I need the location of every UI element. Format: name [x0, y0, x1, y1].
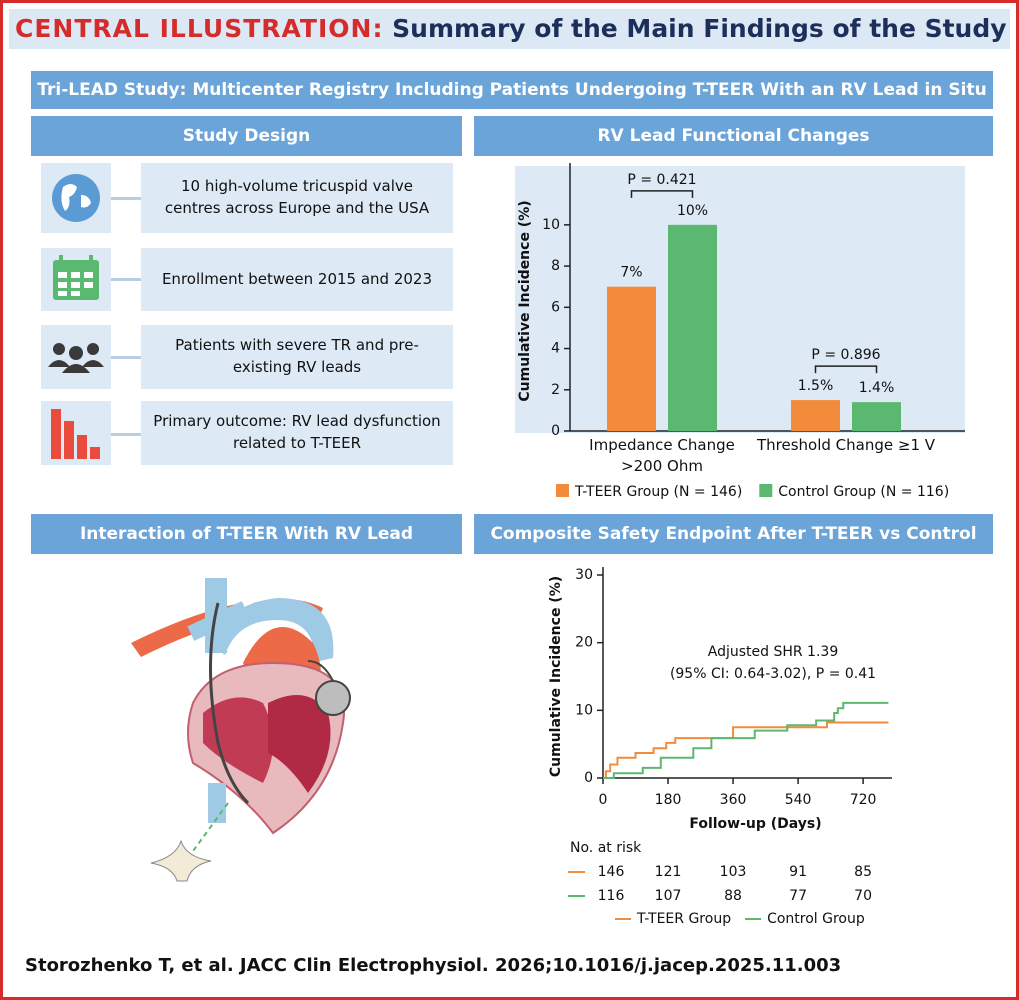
legend-label: T-TEER Group — [636, 911, 731, 927]
y-tick-label: 20 — [575, 635, 593, 651]
y-tick-label: 10 — [575, 702, 593, 718]
risk-number: 116 — [598, 888, 625, 904]
y-tick-label: 30 — [575, 567, 593, 583]
header-title: Summary of the Main Findings of the Stud… — [392, 14, 1007, 43]
x-tick-label: Impedance Change >200 Ohm — [589, 436, 735, 475]
legend-label: T-TEER Group (N = 146) — [574, 484, 742, 500]
design-item: Enrollment between 2015 and 2023 — [141, 248, 453, 311]
design-item: Patients with severe TR and pre-existing… — [141, 325, 453, 389]
bars-icon — [51, 409, 100, 459]
bar — [852, 402, 901, 431]
survival-line — [603, 701, 889, 779]
risk-number: 103 — [720, 864, 747, 880]
risk-number: 146 — [598, 864, 625, 880]
charts: 0 2 4 6 8 10 Cumulative Incidence (%) 7% 10% P = … — [515, 163, 965, 927]
x-tick-label: 720 — [850, 792, 877, 808]
section-header: Interaction of T-TEER With RV Lead — [31, 514, 462, 554]
x-tick-label: 360 — [720, 792, 747, 808]
citation: Storozhenko T, et al. JACC Clin Electrop… — [25, 955, 842, 976]
risk-number: 107 — [655, 888, 682, 904]
calendar-icon — [53, 255, 99, 300]
section-header: Composite Safety Endpoint After T-TEER v… — [474, 514, 993, 554]
connector — [111, 356, 141, 359]
risk-number: 88 — [724, 888, 742, 904]
y-tick-label: 8 — [551, 258, 560, 274]
header-label: CENTRAL ILLUSTRATION: — [15, 14, 384, 43]
x-tick-label: 180 — [655, 792, 682, 808]
y-axis-label: Cumulative Incidence (%) — [548, 576, 564, 777]
icon-box — [41, 325, 111, 389]
data-label: 10% — [677, 203, 708, 219]
data-label: 1.5% — [798, 378, 834, 394]
y-axis-label: Cumulative Incidence (%) — [517, 200, 533, 401]
bar — [668, 224, 717, 431]
y-tick-label: 10 — [542, 217, 560, 233]
icon-box — [41, 401, 111, 465]
risk-number: 77 — [789, 888, 807, 904]
x-axis-label: Follow-up (Days) — [689, 816, 821, 832]
section-header: Study Design — [31, 116, 462, 156]
legend-swatch — [556, 484, 569, 497]
survival-line — [603, 721, 889, 779]
legend-swatch — [759, 484, 773, 497]
x-tick-label: 540 — [785, 792, 812, 808]
design-item: 10 high-volume tricuspid valve centres a… — [141, 163, 453, 233]
connector — [111, 278, 141, 281]
globe-icon — [52, 174, 100, 222]
annotation: (95% CI: 0.64-3.02), P = 0.41 — [670, 666, 876, 682]
connector — [111, 197, 141, 200]
y-tick-label: 4 — [551, 341, 560, 357]
bar — [607, 286, 656, 431]
icon-box — [41, 248, 111, 311]
risk-number: 91 — [789, 864, 807, 880]
y-tick-label: 2 — [551, 382, 560, 398]
people-icon — [48, 343, 104, 373]
y-tick-label: 0 — [551, 423, 560, 439]
plot-background — [515, 166, 965, 433]
legend-label: Control Group — [767, 911, 865, 927]
risk-number: 121 — [655, 864, 682, 880]
significance-bracket — [630, 190, 694, 198]
risk-number: 85 — [854, 864, 872, 880]
bar — [791, 400, 840, 431]
significance-bracket — [814, 365, 878, 374]
x-tick-label: 0 — [599, 792, 608, 808]
risk-number: 70 — [854, 888, 872, 904]
icon-box — [41, 163, 111, 233]
section-header: RV Lead Functional Changes — [474, 116, 993, 156]
legend-label: Control Group (N = 116) — [778, 484, 949, 500]
risk-table-title: No. at risk — [570, 840, 642, 856]
data-label: 1.4% — [859, 380, 895, 396]
x-tick-label: Threshold Change ≥1 V — [756, 436, 936, 454]
y-tick-label: 0 — [584, 770, 593, 786]
study-title: Tri-LEAD Study: Multicenter Registry Inc… — [31, 71, 993, 109]
connector — [111, 433, 141, 436]
data-label: 7% — [620, 265, 642, 281]
design-item: Primary outcome: RV lead dysfunction rel… — [141, 401, 453, 465]
p-value: P = 0.896 — [811, 347, 880, 363]
annotation: Adjusted SHR 1.39 — [708, 644, 838, 660]
header: CENTRAL ILLUSTRATION: Summary of the Mai… — [9, 9, 1010, 49]
p-value: P = 0.421 — [627, 172, 696, 188]
y-tick-label: 6 — [551, 299, 560, 315]
